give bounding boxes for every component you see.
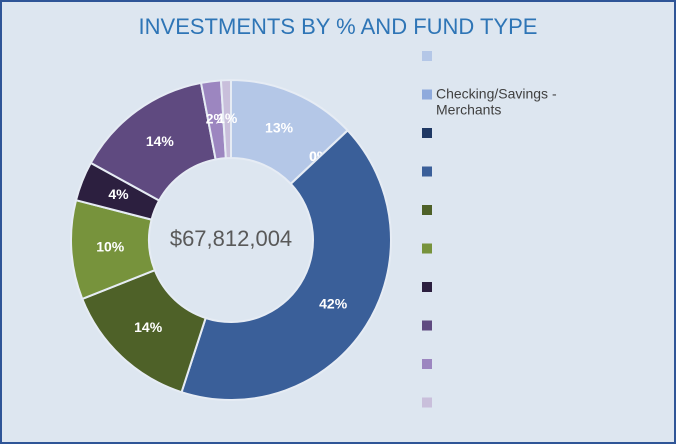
legend-swatch xyxy=(422,89,432,100)
data-label: 14% xyxy=(146,133,175,149)
data-label: 14% xyxy=(134,319,163,335)
legend-line: Checking/Savings - xyxy=(436,85,557,101)
legend-label: Checking/Savings -Merchants xyxy=(436,85,557,117)
legend-swatch xyxy=(422,51,432,61)
legend-swatch xyxy=(422,282,432,292)
chart-title: INVESTMENTS BY % AND FUND TYPE xyxy=(139,14,538,39)
data-label: 4% xyxy=(108,186,129,202)
legend-swatch xyxy=(422,397,432,408)
legend-swatch xyxy=(422,320,432,331)
legend-swatch xyxy=(422,166,432,177)
center-label: $67,812,004 xyxy=(170,226,292,251)
data-label: 1% xyxy=(217,110,238,126)
legend-swatch xyxy=(422,243,432,254)
legend-line: Merchants xyxy=(436,101,501,117)
legend-swatch xyxy=(422,205,432,215)
donut-slice xyxy=(180,129,392,401)
legend-swatch xyxy=(422,359,432,369)
data-label: 10% xyxy=(96,238,125,254)
data-label: 42% xyxy=(319,296,348,312)
data-label: 2% xyxy=(206,111,227,127)
legend-swatch xyxy=(422,128,432,138)
data-label: 13% xyxy=(265,120,294,136)
donut-slice xyxy=(219,78,232,160)
